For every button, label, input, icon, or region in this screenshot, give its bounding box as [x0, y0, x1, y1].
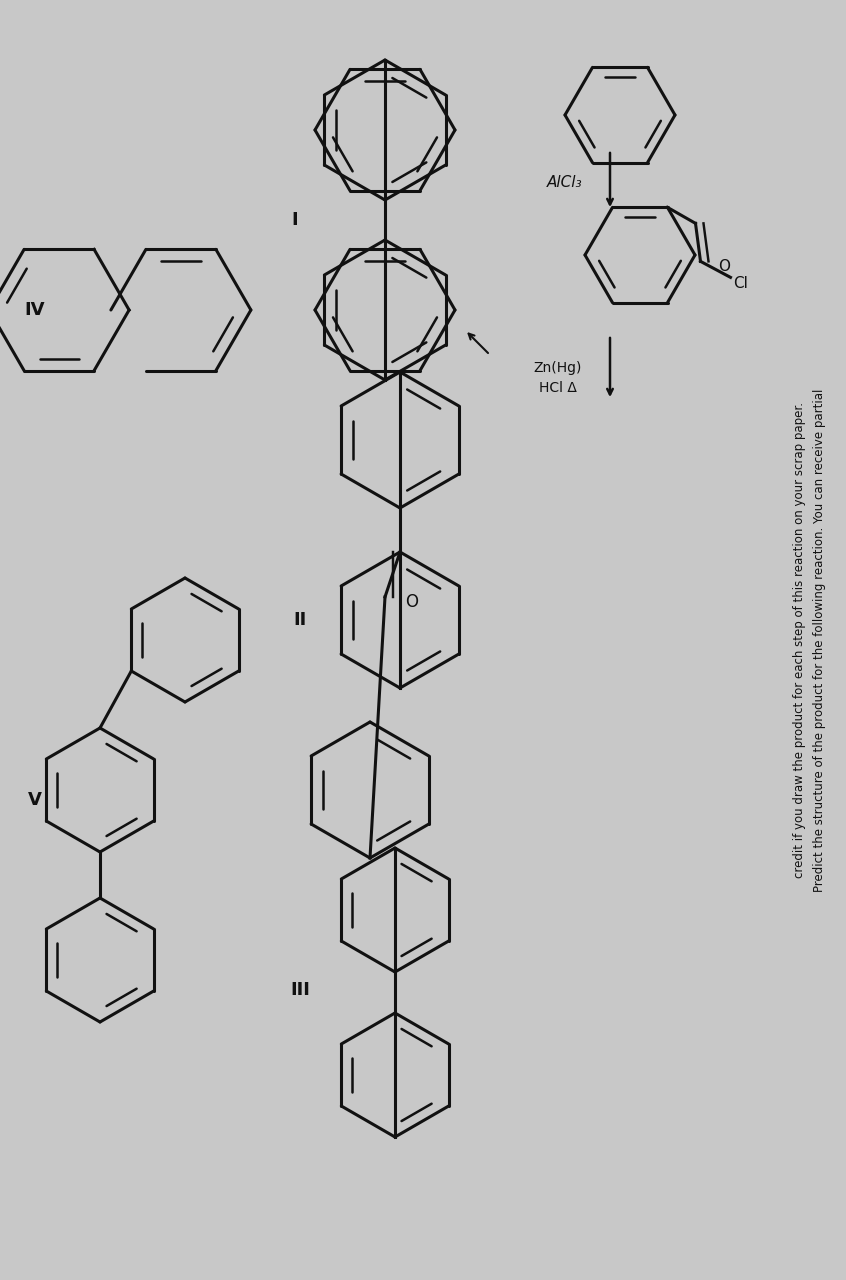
Text: credit if you draw the product for each step of this reaction on your scrap pape: credit if you draw the product for each …	[794, 402, 806, 878]
Text: II: II	[294, 611, 306, 628]
Text: O: O	[718, 259, 730, 274]
Text: Zn(Hg): Zn(Hg)	[534, 361, 582, 375]
Text: AlCl₃: AlCl₃	[547, 174, 583, 189]
Text: III: III	[290, 980, 310, 998]
Text: O: O	[405, 593, 418, 611]
Text: V: V	[28, 791, 42, 809]
Text: I: I	[292, 211, 299, 229]
Text: Predict the structure of the product for the following reaction. You can receive: Predict the structure of the product for…	[814, 388, 827, 892]
Text: HCl Δ: HCl Δ	[539, 381, 577, 396]
Text: Cl: Cl	[733, 276, 749, 291]
Text: IV: IV	[25, 301, 45, 319]
